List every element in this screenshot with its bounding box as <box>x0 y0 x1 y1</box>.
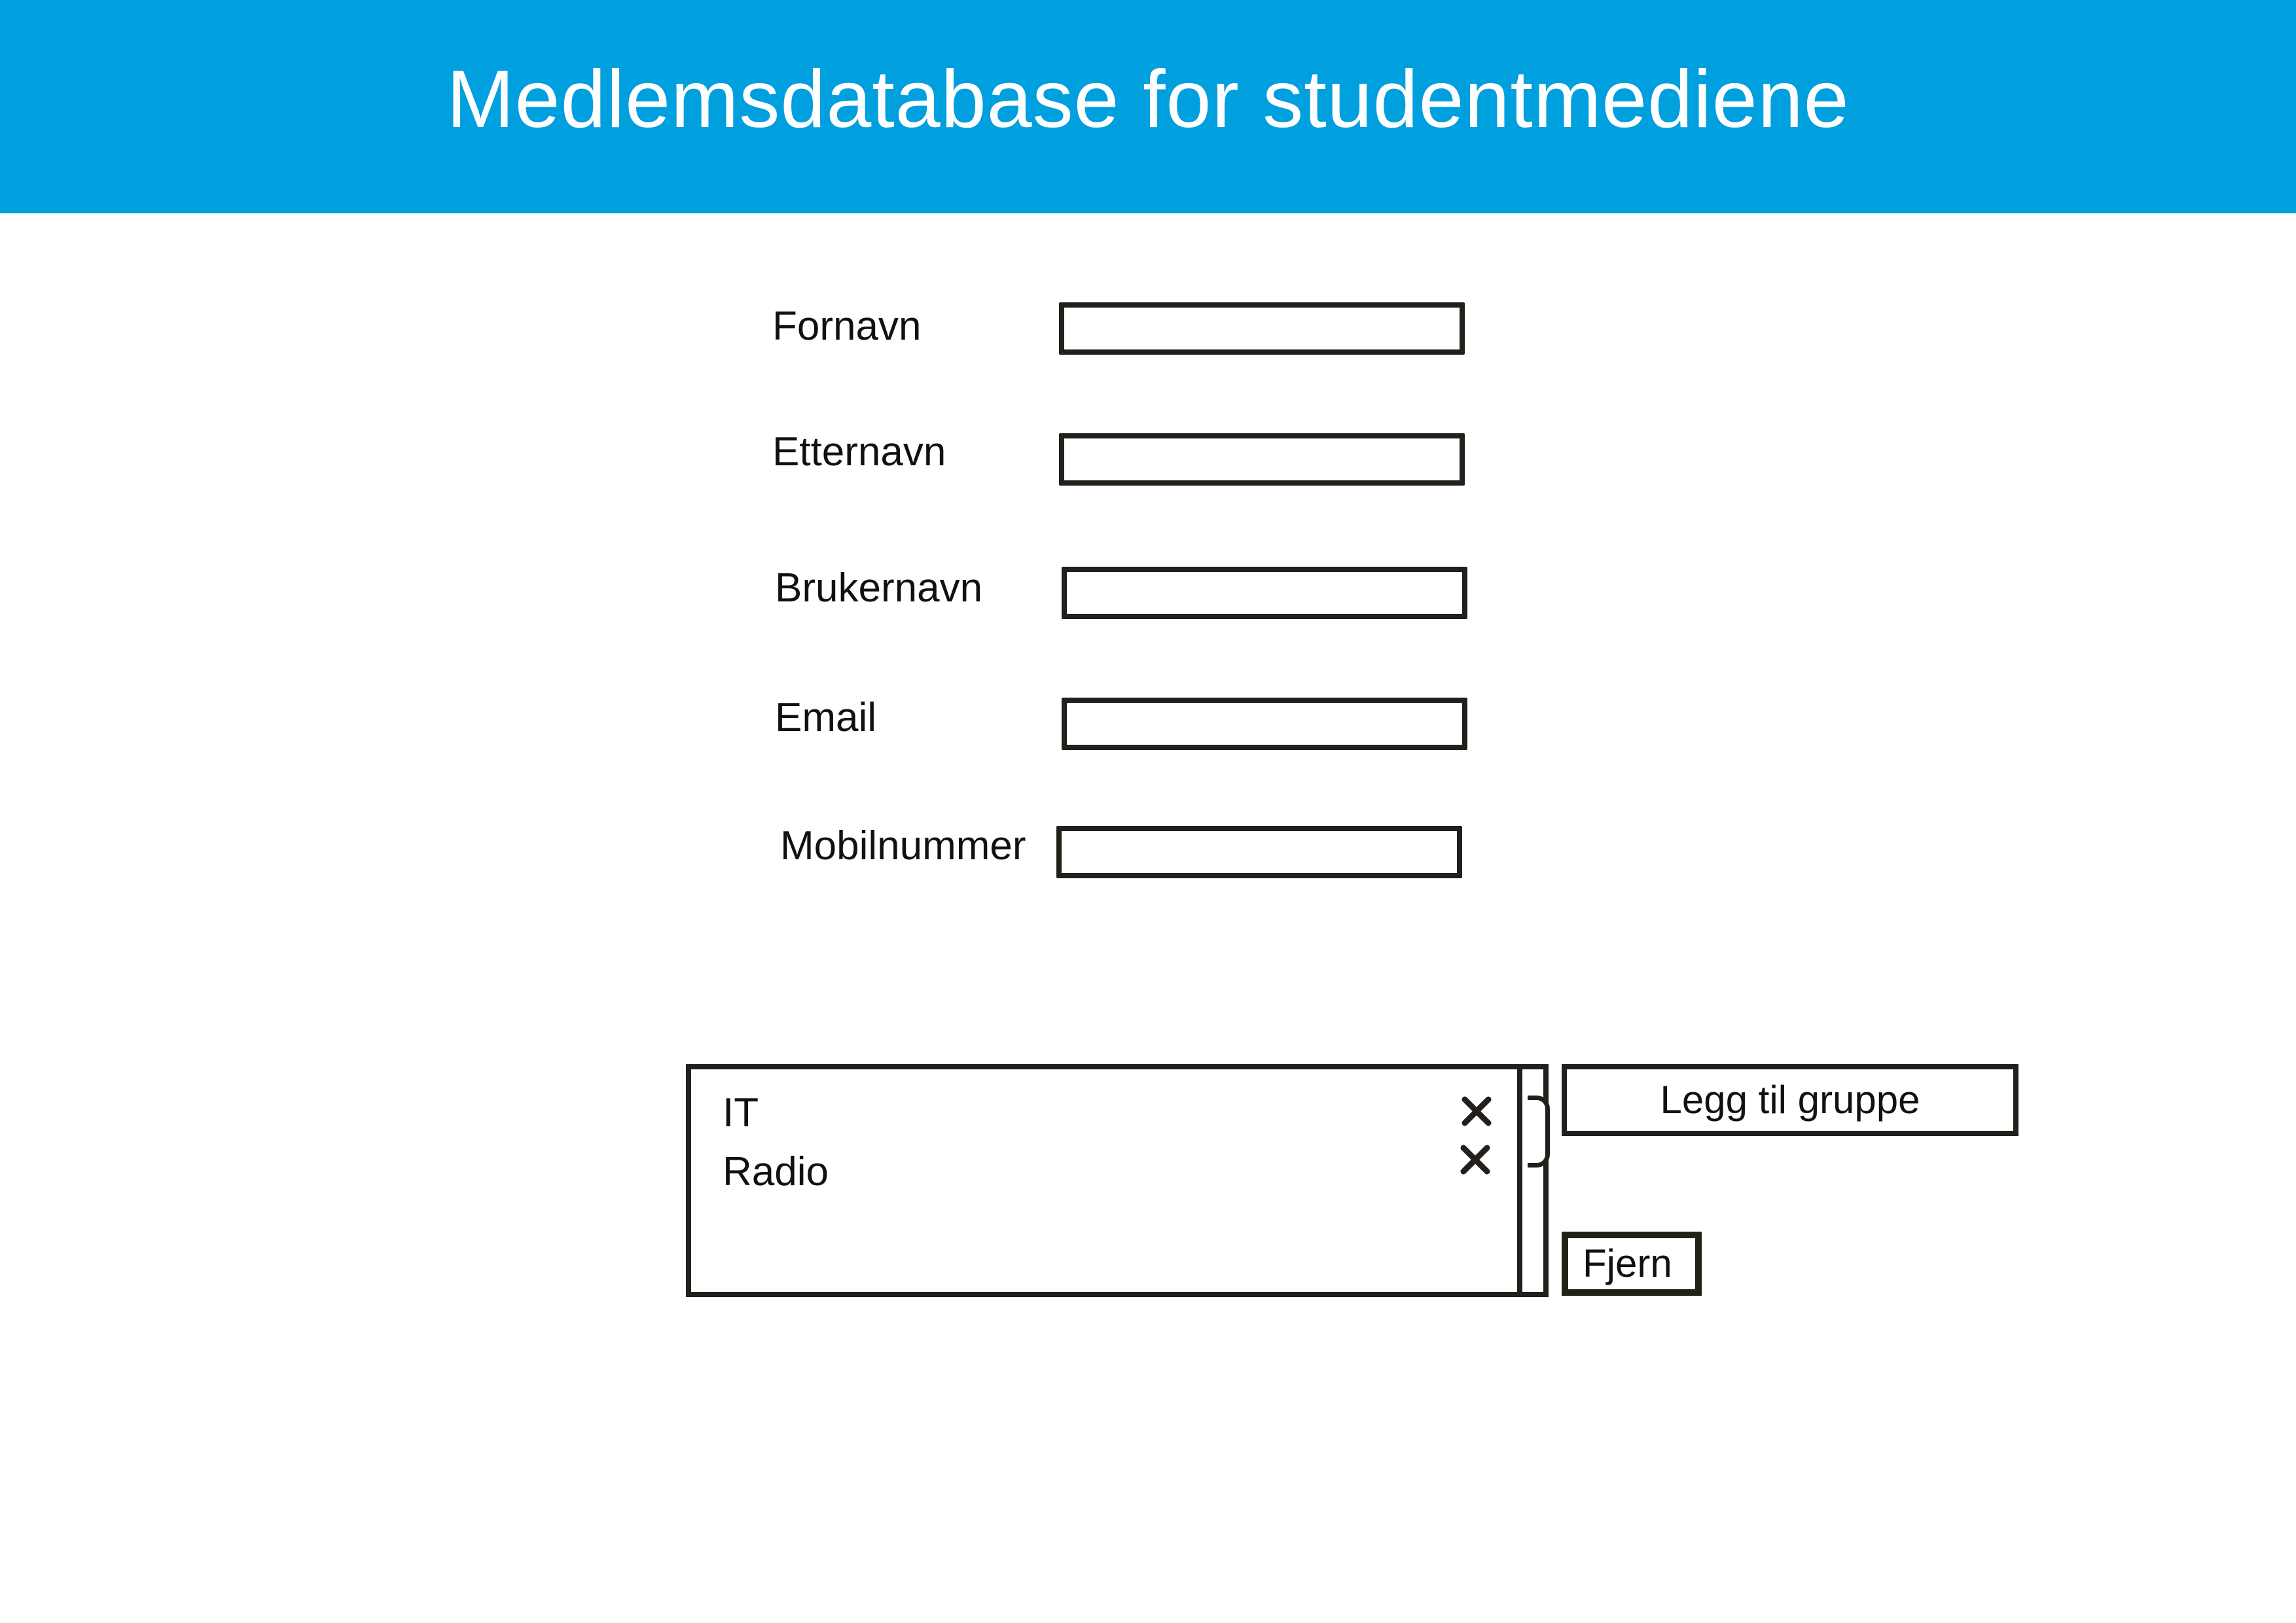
remove-group-button[interactable]: Fjern <box>1562 1232 1702 1296</box>
header-bar: Medlemsdatabase for studentmediene <box>0 0 2296 213</box>
last-name-label: Etternavn <box>772 429 946 474</box>
close-icon[interactable] <box>1460 1094 1494 1128</box>
scrollbar-thumb[interactable] <box>1528 1096 1550 1168</box>
close-icon[interactable] <box>1458 1143 1492 1177</box>
username-label: Brukernavn <box>775 565 983 611</box>
list-scrollbar[interactable] <box>1517 1064 1550 1297</box>
first-name-label: Fornavn <box>772 304 922 349</box>
group-item-radio[interactable]: Radio <box>723 1149 829 1194</box>
add-group-button[interactable]: Legg til gruppe <box>1562 1064 2018 1136</box>
mobile-number-input[interactable] <box>1056 826 1462 878</box>
username-input[interactable] <box>1062 567 1467 619</box>
page-title: Medlemsdatabase for studentmediene <box>446 54 1850 145</box>
mobile-number-label: Mobilnummer <box>780 823 1026 868</box>
email-label: Email <box>775 695 877 740</box>
group-list[interactable]: IT Radio <box>686 1064 1550 1297</box>
last-name-input[interactable] <box>1059 433 1465 486</box>
group-item-it[interactable]: IT <box>723 1090 759 1135</box>
email-input[interactable] <box>1062 698 1467 750</box>
first-name-input[interactable] <box>1059 302 1465 355</box>
